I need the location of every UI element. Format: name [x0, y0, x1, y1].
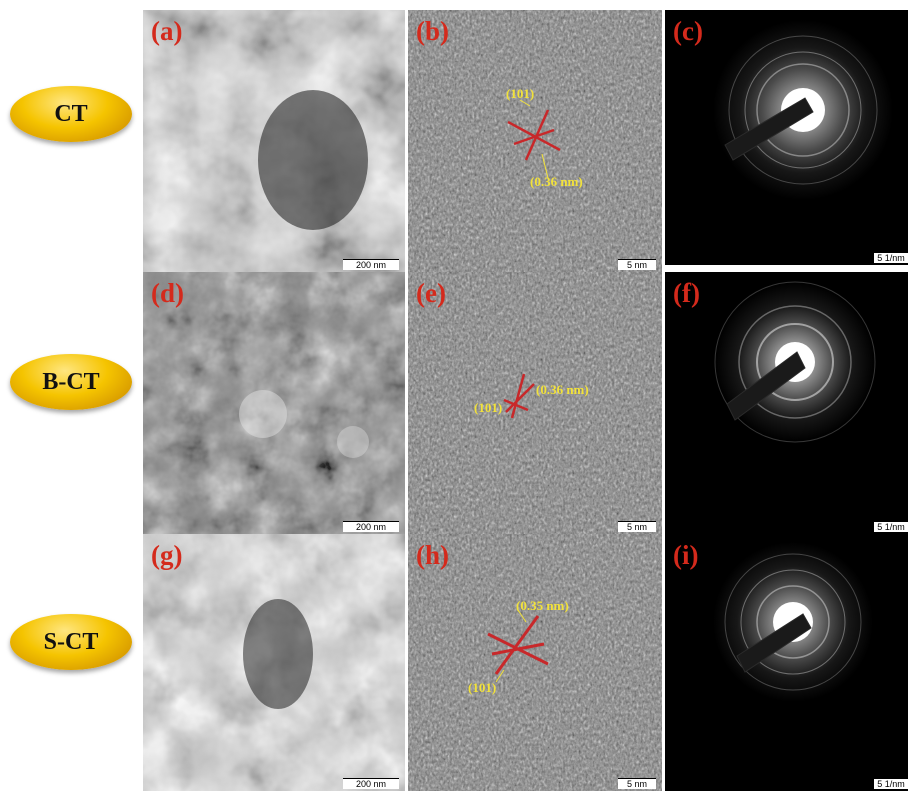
row-label-text: B-CT: [42, 368, 100, 395]
panel-i-saed-pattern: (i) 5 1/nm: [665, 534, 908, 791]
scale-bar: 5 1/nm: [874, 252, 908, 263]
scale-bar: 200 nm: [343, 521, 399, 532]
row-label-s-ct: S-CT: [10, 614, 132, 670]
panel-letter: (c): [673, 16, 703, 46]
lattice-plane-label: (101): [468, 680, 497, 695]
panel-letter: (e): [416, 278, 446, 308]
panel-letter: (b): [416, 16, 449, 46]
panel-g-tem-image: (g) 200 nm: [143, 534, 405, 791]
panel-d-tem-image: (d) 200 nm: [143, 272, 405, 534]
row-label-text: CT: [54, 100, 88, 127]
scale-bar: 5 nm: [618, 521, 656, 532]
row-label-b-ct: B-CT: [10, 354, 132, 410]
panel-h-hrtem-image: (h) (0.35 nm) (101) 5 nm: [408, 534, 662, 791]
panel-a-tem-image: (a) 200 nm: [143, 10, 405, 272]
panel-letter: (g): [151, 540, 183, 570]
scale-bar: 5 nm: [618, 259, 656, 270]
lattice-plane-label: (101): [506, 86, 535, 101]
beam-stopper: [726, 351, 806, 421]
panel-c-saed-pattern: (c) 5 1/nm: [665, 10, 908, 265]
panel-b-hrtem-image: (b) (101) (0.36 nm) 5 nm: [408, 10, 662, 272]
scale-bar: 5 1/nm: [874, 778, 908, 789]
d-spacing-label: (0.36 nm): [536, 382, 589, 397]
d-spacing-label: (0.36 nm): [530, 174, 583, 189]
scale-bar: 200 nm: [343, 778, 399, 789]
beam-stopper: [724, 97, 814, 161]
panel-letter: (h): [416, 540, 449, 570]
panel-letter: (d): [151, 278, 184, 308]
beam-stopper: [736, 613, 812, 673]
panel-f-saed-pattern: (f) 5 1/nm: [665, 272, 908, 534]
panel-e-hrtem-image: (e) (0.36 nm) (101) 5 nm: [408, 272, 662, 534]
panel-letter: (f): [673, 278, 700, 308]
scale-bar: 200 nm: [343, 259, 399, 270]
d-spacing-label: (0.35 nm): [516, 598, 569, 613]
panel-letter: (a): [151, 16, 183, 46]
scale-bar: 5 nm: [618, 778, 656, 789]
scale-bar: 5 1/nm: [874, 521, 908, 532]
lattice-plane-label: (101): [474, 400, 503, 415]
row-label-ct: CT: [10, 86, 132, 142]
row-label-text: S-CT: [43, 628, 99, 655]
panel-letter: (i): [673, 540, 699, 570]
